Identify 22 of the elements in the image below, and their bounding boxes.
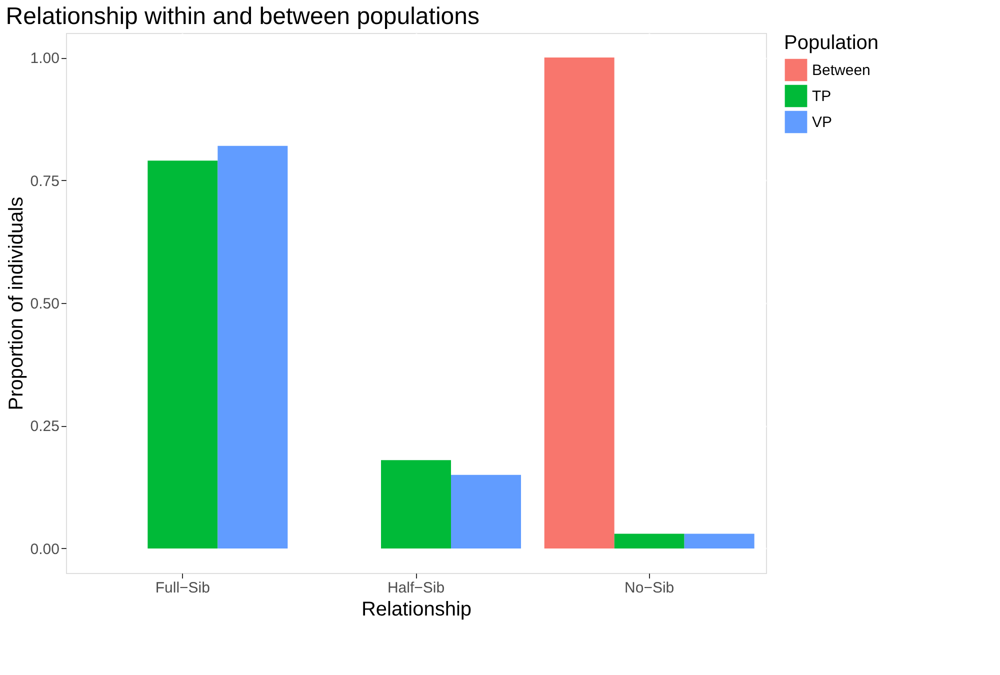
bar <box>544 58 614 548</box>
y-tick-label: 0.75 <box>30 172 60 190</box>
chart-title: Relationship within and between populations <box>6 3 480 30</box>
legend-label: Between <box>812 62 870 79</box>
y-tick-label: 0.00 <box>30 540 60 558</box>
bar <box>218 146 288 548</box>
y-tick-label: 1.00 <box>30 50 60 68</box>
x-axis-title: Relationship <box>361 598 472 620</box>
bar <box>451 474 521 548</box>
y-axis-title: Proportion of individuals <box>5 196 28 410</box>
bar <box>614 534 684 548</box>
bar <box>684 534 754 548</box>
legend-title: Population <box>784 32 879 54</box>
x-tick-label: Half−Sib <box>387 580 445 596</box>
legend-label: TP <box>812 88 832 105</box>
bar <box>148 160 218 548</box>
y-tick-label: 0.25 <box>30 418 60 436</box>
bar <box>381 460 451 548</box>
legend-label: VP <box>812 114 832 131</box>
y-tick-label: 0.50 <box>30 296 60 312</box>
x-tick-label: No−Sib <box>624 580 674 596</box>
x-tick-label: Full−Sib <box>155 580 210 596</box>
